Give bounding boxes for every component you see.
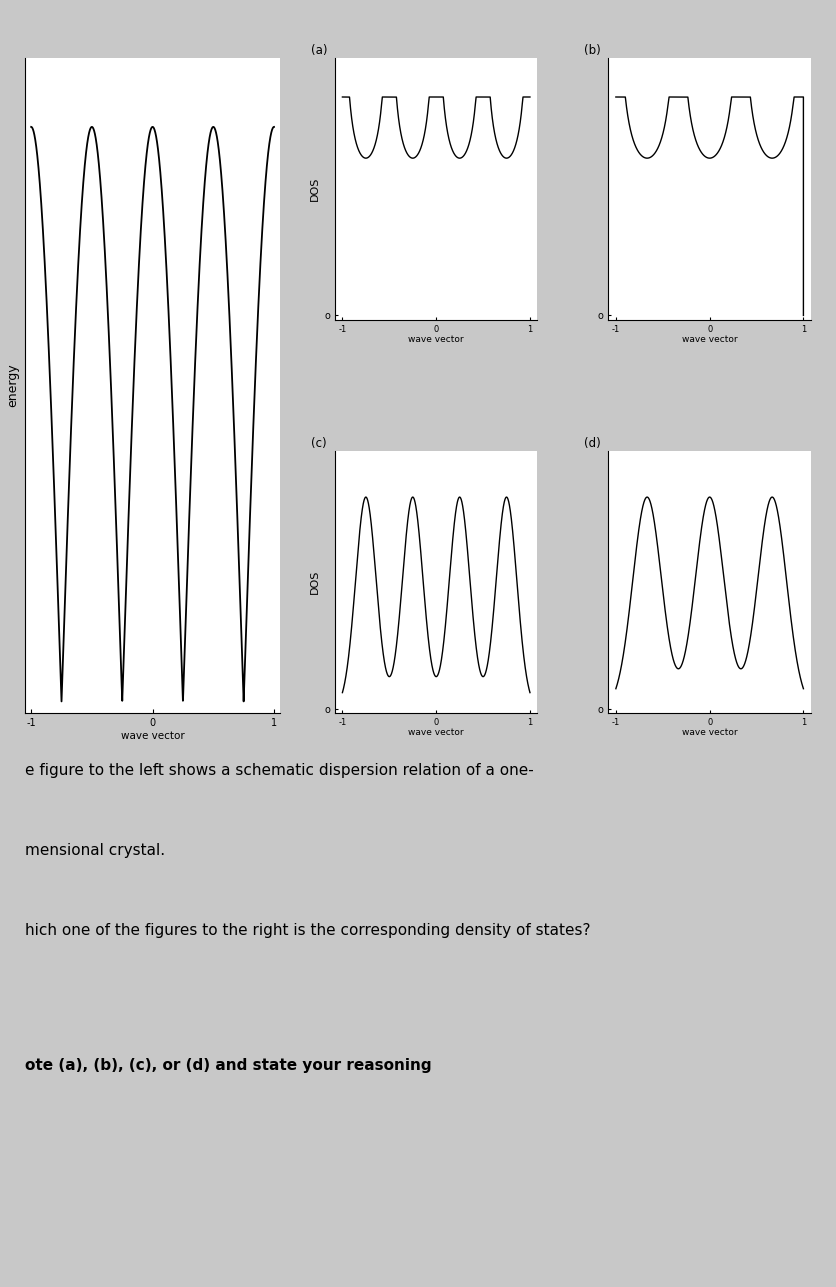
Y-axis label: DOS: DOS bbox=[310, 570, 320, 595]
Text: ote (a), (b), (c), or (d) and state your reasoning: ote (a), (b), (c), or (d) and state your… bbox=[25, 1058, 431, 1072]
X-axis label: wave vector: wave vector bbox=[682, 336, 737, 345]
X-axis label: wave vector: wave vector bbox=[120, 731, 185, 741]
Text: (b): (b) bbox=[584, 44, 601, 57]
Text: mensional crystal.: mensional crystal. bbox=[25, 843, 166, 858]
X-axis label: wave vector: wave vector bbox=[408, 728, 464, 737]
Y-axis label: DOS: DOS bbox=[310, 176, 320, 201]
Y-axis label: energy: energy bbox=[7, 364, 19, 408]
Text: (a): (a) bbox=[311, 44, 327, 57]
Text: (d): (d) bbox=[584, 436, 601, 450]
Text: e figure to the left shows a schematic dispersion relation of a one-: e figure to the left shows a schematic d… bbox=[25, 763, 534, 777]
Text: hich one of the figures to the right is the corresponding density of states?: hich one of the figures to the right is … bbox=[25, 924, 590, 938]
Text: (c): (c) bbox=[311, 436, 326, 450]
X-axis label: wave vector: wave vector bbox=[682, 728, 737, 737]
X-axis label: wave vector: wave vector bbox=[408, 336, 464, 345]
